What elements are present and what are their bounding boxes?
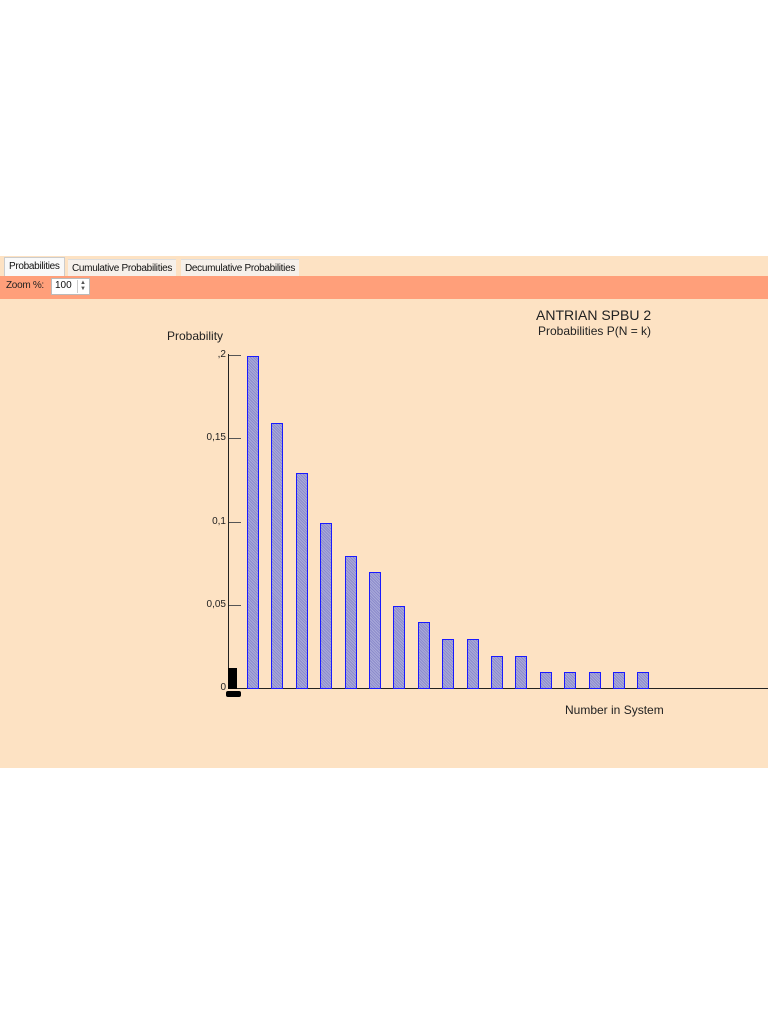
zoom-spin-buttons[interactable]: ▲ ▼ xyxy=(77,280,88,293)
spin-down-icon[interactable]: ▼ xyxy=(80,286,86,292)
y-tick xyxy=(229,604,241,606)
bar-k-1 xyxy=(247,356,259,689)
zoom-value[interactable]: 100 xyxy=(55,280,72,291)
y-tick-label: 0,05 xyxy=(206,598,226,610)
bar-k-11 xyxy=(491,655,503,689)
bar-k-16 xyxy=(613,672,625,689)
chart-subtitle: Probabilities P(N = k) xyxy=(538,324,652,338)
toolbar: Zoom %: 100 ▲ ▼ xyxy=(0,276,768,299)
y-tick-label: 0 xyxy=(220,682,226,693)
y-tick xyxy=(229,438,241,440)
zoom-label: Zoom %: xyxy=(6,280,44,291)
bar-k-4 xyxy=(320,522,333,689)
bar-k-6 xyxy=(369,572,381,689)
zoom-stepper[interactable]: 100 ▲ ▼ xyxy=(51,278,90,295)
tab-decumulative-probabilities[interactable]: Decumulative Probabilities xyxy=(181,259,300,277)
bar-k-2 xyxy=(271,422,284,689)
bar-k-0 xyxy=(228,668,237,689)
x-origin-marker xyxy=(226,691,241,697)
y-tick xyxy=(229,355,241,356)
y-tick-label: ,2 xyxy=(217,349,226,360)
tab-probabilities[interactable]: Probabilities xyxy=(4,257,65,277)
bar-k-12 xyxy=(515,655,528,689)
bar-k-5 xyxy=(344,555,357,689)
tab-cumulative-probabilities[interactable]: Cumulative Probabilities xyxy=(68,259,177,277)
bar-k-3 xyxy=(295,472,308,689)
y-tick-label: 0,15 xyxy=(206,432,226,444)
x-axis-label: Number in System xyxy=(565,703,664,717)
y-tick-label: 0,1 xyxy=(212,515,226,527)
bar-k-7 xyxy=(393,605,406,689)
spin-up-icon[interactable]: ▲ xyxy=(80,280,86,286)
y-axis-label: Probability xyxy=(167,329,224,343)
bar-k-10 xyxy=(466,639,479,689)
tab-strip: Probabilities Cumulative Probabilities D… xyxy=(0,256,768,277)
bar-k-13 xyxy=(539,672,552,689)
bar-k-14 xyxy=(564,672,577,689)
chart-title: ANTRIAN SPBU 2 xyxy=(536,307,652,323)
y-tick xyxy=(229,521,241,523)
bar-k-9 xyxy=(442,639,455,689)
y-axis xyxy=(228,354,229,689)
chart-panel: Probabilities Cumulative Probabilities D… xyxy=(0,256,768,768)
bar-k-15 xyxy=(588,672,601,689)
bar-k-17 xyxy=(637,672,650,689)
bar-k-8 xyxy=(417,622,430,689)
